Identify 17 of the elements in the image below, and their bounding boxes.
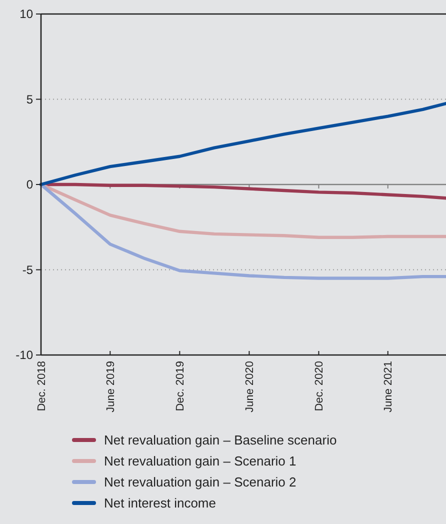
y-tick-label: 10 bbox=[20, 7, 34, 22]
x-tick-label: Dec. 2020 bbox=[314, 361, 326, 412]
legend-label: Net revaluation gain – Scenario 2 bbox=[104, 474, 296, 490]
y-tick-label: 0 bbox=[26, 178, 34, 192]
x-tick-label: June 2020 bbox=[244, 361, 256, 412]
legend-label: Net revaluation gain – Scenario 1 bbox=[104, 454, 296, 469]
legend-label: Net interest income bbox=[104, 496, 216, 511]
legend-label: Net revaluation gain – Baseline scenario bbox=[104, 432, 337, 448]
x-tick-label: Dec. 2018 bbox=[36, 361, 48, 412]
y-tick-label: 5 bbox=[26, 92, 34, 106]
x-tick-label: June 2019 bbox=[104, 361, 117, 412]
x-tick-label: June 2021 bbox=[382, 361, 395, 412]
line-series bbox=[39, 102, 446, 186]
x-tick-label: Dec. 2019 bbox=[174, 361, 187, 412]
y-tick-label: -5 bbox=[22, 262, 34, 277]
y-tick-label: -10 bbox=[16, 348, 34, 362]
line-series bbox=[39, 182, 446, 280]
